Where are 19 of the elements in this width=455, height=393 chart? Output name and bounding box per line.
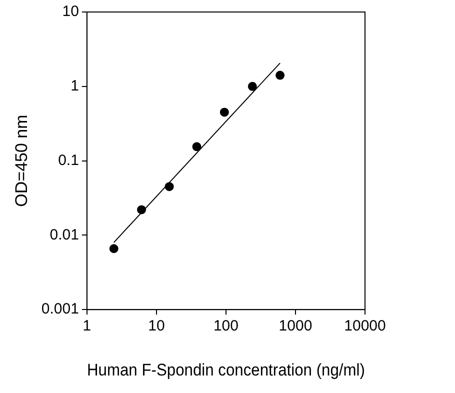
y-tick-label: 0.001: [41, 300, 79, 318]
y-tick-label: 1: [70, 78, 79, 95]
x-tick-label: 10: [148, 318, 165, 335]
x-tick-label: 100: [213, 318, 238, 335]
y-axis-title: OD=450 nm: [12, 114, 31, 207]
x-tick-label: 1000: [278, 318, 312, 335]
y-tick-label: 10: [62, 3, 79, 20]
point: [192, 142, 202, 152]
point: [220, 108, 229, 117]
point: [137, 205, 146, 214]
y-tick-label: 0.1: [58, 152, 79, 169]
y-tick-label: 0.01: [50, 226, 79, 244]
point: [276, 70, 285, 80]
x-axis-title: Human F-Spondin concentration (ng/ml): [86, 360, 365, 380]
point: [109, 244, 118, 254]
point: [248, 82, 257, 91]
point: [164, 182, 174, 192]
x-tick-label: 10000: [344, 318, 386, 335]
x-tick-label: 1: [82, 318, 92, 335]
